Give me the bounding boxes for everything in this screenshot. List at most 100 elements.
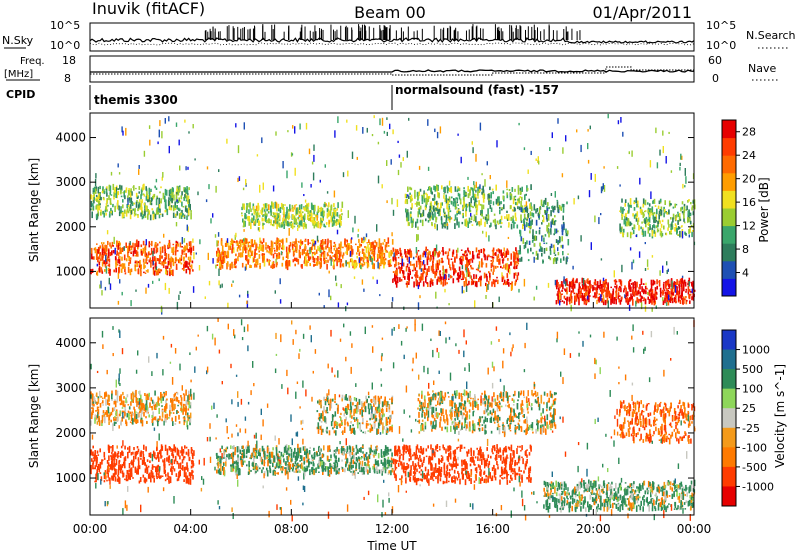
range-cell	[282, 204, 284, 210]
range-cell	[120, 195, 123, 198]
range-cell	[336, 259, 338, 267]
range-cell	[649, 160, 652, 168]
range-cell	[190, 212, 192, 220]
range-cell	[227, 242, 229, 246]
range-cell	[102, 400, 104, 404]
range-cell	[492, 258, 494, 263]
range-cell	[168, 189, 171, 197]
range-cell	[125, 474, 128, 482]
range-cell	[120, 248, 123, 251]
range-cell	[683, 206, 686, 213]
range-cell	[620, 288, 622, 293]
range-cell	[454, 256, 456, 263]
range-cell	[684, 281, 687, 287]
range-cell	[551, 219, 553, 225]
range-cell	[562, 251, 564, 256]
range-cell	[135, 213, 137, 216]
range-cell	[173, 468, 176, 472]
range-cell	[544, 210, 547, 215]
range-cell	[155, 466, 157, 473]
range-cell	[326, 208, 329, 213]
range-cell	[674, 227, 676, 232]
range-cell	[292, 249, 295, 256]
range-cell	[565, 257, 568, 265]
range-cell	[217, 251, 220, 258]
range-cell	[165, 403, 168, 409]
range-cell	[121, 470, 124, 474]
range-cell	[566, 234, 569, 237]
range-cell	[599, 279, 602, 282]
range-cell	[467, 193, 470, 199]
range-cell	[183, 247, 185, 251]
range-cell	[606, 289, 609, 296]
range-cell	[160, 455, 162, 459]
range-cell	[128, 414, 130, 421]
range-cell	[113, 472, 116, 478]
range-cell	[333, 247, 336, 251]
range-cell	[97, 256, 99, 263]
range-cell	[255, 214, 258, 220]
range-cell	[616, 166, 619, 169]
range-cell	[117, 453, 119, 459]
range-cell	[173, 444, 175, 451]
range-cell	[346, 243, 349, 246]
range-cell	[156, 454, 159, 459]
range-cell	[641, 209, 643, 215]
range-cell	[165, 253, 167, 259]
range-cell	[355, 125, 358, 131]
range-cell	[123, 254, 126, 261]
range-cell	[482, 248, 485, 254]
range-cell	[269, 248, 272, 255]
range-cell	[548, 206, 550, 210]
range-cell	[250, 239, 253, 245]
range-cell	[521, 196, 523, 201]
range-cell	[512, 251, 515, 253]
range-cell	[312, 204, 314, 210]
range-cell	[142, 453, 145, 460]
range-cell	[247, 245, 250, 247]
range-cell	[530, 150, 532, 156]
range-cell	[108, 258, 111, 263]
range-cell	[121, 247, 124, 252]
range-cell	[197, 191, 199, 196]
range-cell	[532, 229, 534, 236]
range-cell	[115, 389, 117, 396]
range-cell	[658, 210, 661, 215]
range-cell	[346, 119, 348, 123]
range-cell	[332, 245, 335, 247]
range-cell	[500, 249, 502, 257]
range-cell	[456, 197, 459, 201]
range-cell	[147, 473, 150, 479]
range-cell	[574, 300, 576, 305]
range-cell	[188, 212, 190, 216]
range-cell	[477, 253, 479, 256]
range-cell	[635, 234, 637, 237]
range-cell	[168, 267, 171, 272]
range-cell	[659, 198, 662, 203]
range-cell	[155, 187, 158, 190]
range-cell	[236, 247, 239, 250]
range-cell	[123, 461, 126, 468]
range-cell	[432, 198, 435, 201]
range-cell	[622, 232, 624, 237]
range-cell	[323, 241, 326, 245]
range-cell	[654, 287, 657, 294]
range-cell	[257, 209, 259, 212]
range-cell	[296, 222, 298, 225]
range-cell	[651, 229, 654, 237]
range-cell	[515, 260, 517, 264]
range-cell	[367, 250, 370, 257]
range-cell	[95, 173, 97, 179]
range-cell	[351, 258, 353, 262]
range-cell	[464, 219, 466, 226]
range-cell	[181, 249, 183, 255]
range-cell	[149, 460, 151, 463]
range-cell	[479, 189, 481, 192]
range-cell	[130, 414, 133, 421]
range-cell	[330, 205, 332, 211]
range-cell	[99, 258, 102, 262]
range-cell	[613, 279, 616, 282]
range-cell	[478, 278, 480, 283]
range-cell	[385, 249, 388, 252]
range-cell	[145, 239, 147, 246]
